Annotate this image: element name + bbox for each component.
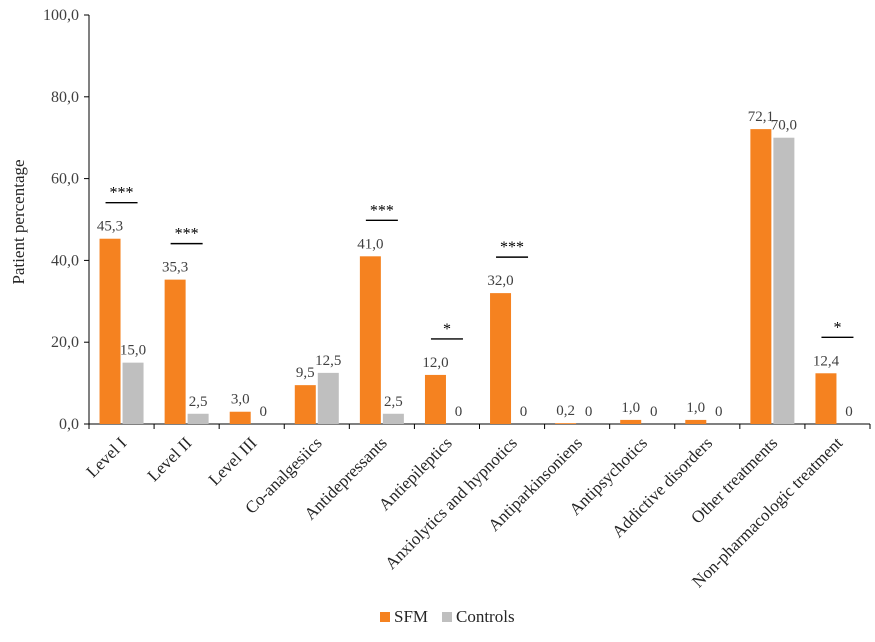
- significance-label-11: *: [833, 319, 841, 336]
- bars: [99, 129, 837, 424]
- significance-label-0: ***: [110, 185, 134, 202]
- data-label-controls-3: 12,5: [315, 353, 341, 369]
- axes: 0,0 20,0 40,0 60,0 80,0 100,0: [43, 7, 871, 433]
- bar-sfm-1: [164, 279, 186, 424]
- y-tick-label: 60,0: [51, 171, 79, 188]
- legend: SFM Controls: [380, 607, 515, 626]
- bar-controls-3: [317, 372, 339, 424]
- category-labels: Level I Level II Level IIICo-analgesiicsAn…: [83, 433, 847, 591]
- data-label-controls-6: 0: [520, 404, 528, 420]
- legend-swatch-sfm: [380, 612, 390, 622]
- significance-label-5: *: [443, 321, 451, 338]
- data-label-controls-8: 0: [650, 404, 658, 420]
- y-axis-label: Patient percentage: [9, 159, 28, 284]
- bar-sfm-3: [294, 385, 316, 424]
- significance-label-4: ***: [370, 202, 394, 219]
- bar-sfm-0: [99, 238, 121, 424]
- data-label-sfm-3: 9,5: [296, 365, 315, 381]
- data-label-sfm-2: 3,0: [231, 392, 250, 408]
- data-label-controls-4: 2,5: [384, 394, 403, 410]
- data-label-controls-0: 15,0: [120, 343, 146, 359]
- category-label-2: Level III: [205, 433, 261, 489]
- bar-sfm-4: [359, 256, 381, 424]
- significance-markers: **************: [105, 185, 854, 340]
- data-label-sfm-8: 1,0: [621, 400, 640, 416]
- y-tick-label: 100,0: [43, 7, 79, 24]
- data-label-controls-9: 0: [715, 404, 723, 420]
- bar-controls-0: [122, 362, 144, 424]
- bar-controls-4: [382, 413, 404, 424]
- data-label-controls-11: 0: [845, 404, 853, 420]
- legend-label-sfm: SFM: [394, 607, 428, 626]
- significance-label-1: ***: [175, 226, 199, 243]
- y-tick-label: 80,0: [51, 89, 79, 106]
- data-label-sfm-6: 32,0: [487, 273, 513, 289]
- data-label-controls-1: 2,5: [189, 394, 208, 410]
- data-label-controls-2: 0: [259, 404, 267, 420]
- category-label-1: Level II: [144, 433, 196, 485]
- bar-sfm-8: [620, 419, 642, 424]
- data-label-controls-10: 70,0: [771, 118, 797, 134]
- data-label-sfm-11: 12,4: [813, 353, 840, 369]
- bar-controls-1: [187, 413, 209, 424]
- category-label-6: Anxiolytics and hypnotics: [381, 433, 521, 573]
- data-label-sfm-5: 12,0: [422, 355, 448, 371]
- data-label-controls-7: 0: [585, 404, 593, 420]
- data-label-sfm-4: 41,0: [357, 236, 383, 252]
- bar-controls-10: [773, 137, 795, 424]
- legend-swatch-controls: [442, 612, 452, 622]
- data-labels: 45,3 15,0 35,3 2,5 3,0 0 9,512,5 41,0 2,5 12,0 0 32…: [97, 109, 853, 420]
- category-label-0: Level I: [83, 433, 131, 481]
- data-label-sfm-10: 72,1: [748, 109, 774, 125]
- y-tick-label: 0,0: [59, 416, 79, 433]
- bar-sfm-9: [685, 419, 707, 424]
- bar-sfm-2: [229, 411, 251, 424]
- bar-sfm-5: [424, 374, 446, 424]
- legend-label-controls: Controls: [456, 607, 515, 626]
- data-label-sfm-9: 1,0: [686, 400, 705, 416]
- bar-sfm-11: [815, 373, 837, 424]
- data-label-sfm-0: 45,3: [97, 219, 123, 235]
- bar-sfm-6: [490, 293, 512, 424]
- bar-sfm-10: [750, 129, 772, 424]
- significance-label-6: ***: [500, 239, 524, 256]
- bar-sfm-7: [555, 423, 577, 424]
- y-tick-label: 40,0: [51, 252, 79, 269]
- data-label-sfm-1: 35,3: [162, 260, 188, 276]
- data-label-sfm-7: 0,2: [556, 403, 575, 419]
- y-tick-label: 20,0: [51, 334, 79, 351]
- data-label-controls-5: 0: [455, 404, 463, 420]
